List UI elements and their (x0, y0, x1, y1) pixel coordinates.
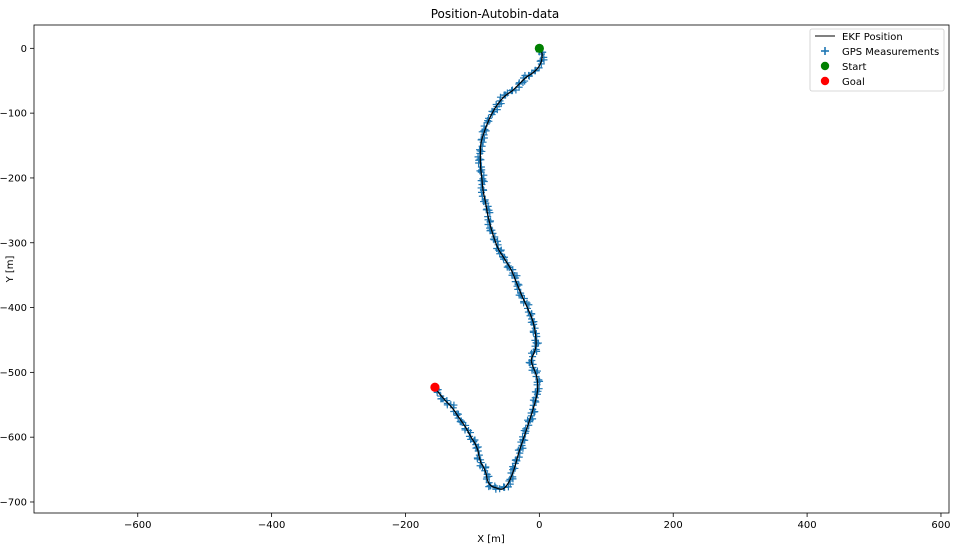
legend-gps-label: GPS Measurements (842, 47, 939, 58)
ekf-position-line (434, 49, 543, 490)
legend-goal-label: Goal (842, 77, 865, 88)
y-axis-ticks: 0 −100 −200 −300 −400 −500 −600 −700 (0, 44, 34, 508)
y-tick-label: −100 (0, 109, 27, 120)
x-axis-label: X [m] (477, 534, 505, 545)
x-tick-label: −400 (258, 520, 285, 531)
goal-marker (430, 382, 440, 392)
start-marker (534, 43, 544, 53)
gps-measurements-series (432, 48, 548, 493)
y-tick-label: −700 (0, 497, 27, 508)
gps-point (479, 177, 487, 185)
x-tick-label: 400 (798, 520, 817, 531)
x-tick-label: −200 (392, 520, 419, 531)
y-tick-label: −300 (0, 238, 27, 249)
y-tick-label: 0 (21, 44, 27, 55)
chart-title: Position-Autobin-data (431, 7, 560, 21)
y-tick-label: −400 (0, 303, 27, 314)
gps-point (504, 262, 512, 270)
y-tick-label: −500 (0, 368, 27, 379)
axes (33, 24, 950, 514)
gps-point (476, 167, 484, 175)
x-tick-label: 200 (664, 520, 683, 531)
gps-point (486, 482, 494, 490)
x-axis-ticks: −600 −400 −200 0 200 400 600 (124, 513, 951, 531)
gps-point (533, 332, 541, 340)
x-tick-label: −600 (124, 520, 151, 531)
legend-start-swatch (820, 61, 830, 71)
legend: EKF Position GPS Measurements Start Goal (809, 28, 945, 92)
legend-start-label: Start (842, 62, 867, 73)
y-tick-label: −200 (0, 173, 27, 184)
legend-ekf-label: EKF Position (842, 32, 903, 43)
plot-frame (33, 24, 950, 514)
y-tick-label: −600 (0, 433, 27, 444)
plot-area (430, 43, 548, 493)
legend-gps-swatch (821, 47, 829, 55)
gps-point (500, 483, 508, 491)
y-axis-label: Y [m] (5, 255, 16, 283)
legend-goal-swatch (820, 76, 830, 86)
gps-point (517, 438, 525, 446)
x-tick-label: 0 (536, 520, 542, 531)
legend-frame (809, 28, 945, 92)
x-tick-label: 600 (931, 520, 950, 531)
